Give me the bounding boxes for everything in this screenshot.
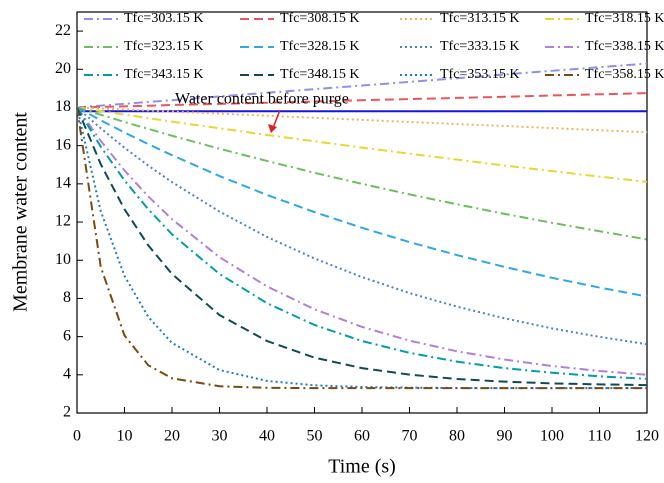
- series-line: [76, 107, 647, 390]
- y-tick-label: 18: [55, 98, 71, 115]
- y-axis-label: Membrane water content: [10, 112, 32, 312]
- x-tick-label: 120: [635, 428, 659, 445]
- legend-label: Tfc=318.15 K: [585, 11, 664, 26]
- legend-label: Tfc=323.15 K: [124, 39, 203, 54]
- legend-label: Tfc=328.15 K: [280, 39, 359, 54]
- legend-label: Tfc=308.15 K: [280, 11, 359, 26]
- series-line: [76, 106, 648, 380]
- y-tick-label: 14: [55, 175, 71, 192]
- legend-label: Tfc=338.15 K: [585, 39, 664, 54]
- series-line: [76, 106, 648, 241]
- x-tick-label: 0: [73, 428, 81, 445]
- series-line: [76, 107, 648, 387]
- annotation-arrowhead: [268, 124, 277, 133]
- y-tick-label: 12: [55, 213, 71, 230]
- y-tick-label: 4: [63, 365, 71, 382]
- x-tick-label: 90: [497, 428, 513, 445]
- x-tick-label: 110: [588, 428, 611, 445]
- legend-label: Tfc=358.15 K: [585, 67, 664, 82]
- legend-label: Tfc=353.15 K: [440, 67, 519, 82]
- y-tick-label: 8: [63, 289, 71, 306]
- series-line: [76, 106, 648, 183]
- series-line: [76, 62, 648, 109]
- series-line: [76, 92, 648, 109]
- y-tick-label: 16: [55, 136, 71, 153]
- y-tick-label: 2: [63, 404, 71, 421]
- y-tick-label: 22: [55, 22, 71, 39]
- x-tick-label: 30: [212, 428, 228, 445]
- x-tick-label: 100: [540, 428, 564, 445]
- legend-label: Tfc=343.15 K: [124, 67, 203, 82]
- annotation: Water content before purge: [175, 91, 349, 108]
- x-tick-label: 50: [307, 428, 323, 445]
- annotation-arrow: [272, 109, 281, 129]
- x-tick-label: 60: [354, 428, 370, 445]
- legend-label: Tfc=333.15 K: [440, 39, 519, 54]
- x-tick-label: 80: [449, 428, 465, 445]
- x-tick-label: 70: [402, 428, 418, 445]
- x-tick-label: 20: [164, 428, 180, 445]
- x-tick-label: 40: [259, 428, 275, 445]
- series-line: [76, 106, 648, 376]
- legend-label: Tfc=348.15 K: [280, 67, 359, 82]
- legend-label: Tfc=313.15 K: [440, 11, 519, 26]
- legend-label: Tfc=303.15 K: [124, 11, 203, 26]
- x-tick-label: 10: [117, 428, 133, 445]
- x-axis-label: Time (s): [328, 456, 396, 478]
- y-tick-label: 6: [63, 327, 71, 344]
- series-line: [76, 106, 648, 346]
- y-tick-label: 20: [55, 60, 71, 77]
- series-line: [76, 106, 648, 134]
- series-line: [76, 107, 647, 390]
- y-tick-label: 10: [55, 251, 71, 268]
- series-line: [76, 106, 648, 298]
